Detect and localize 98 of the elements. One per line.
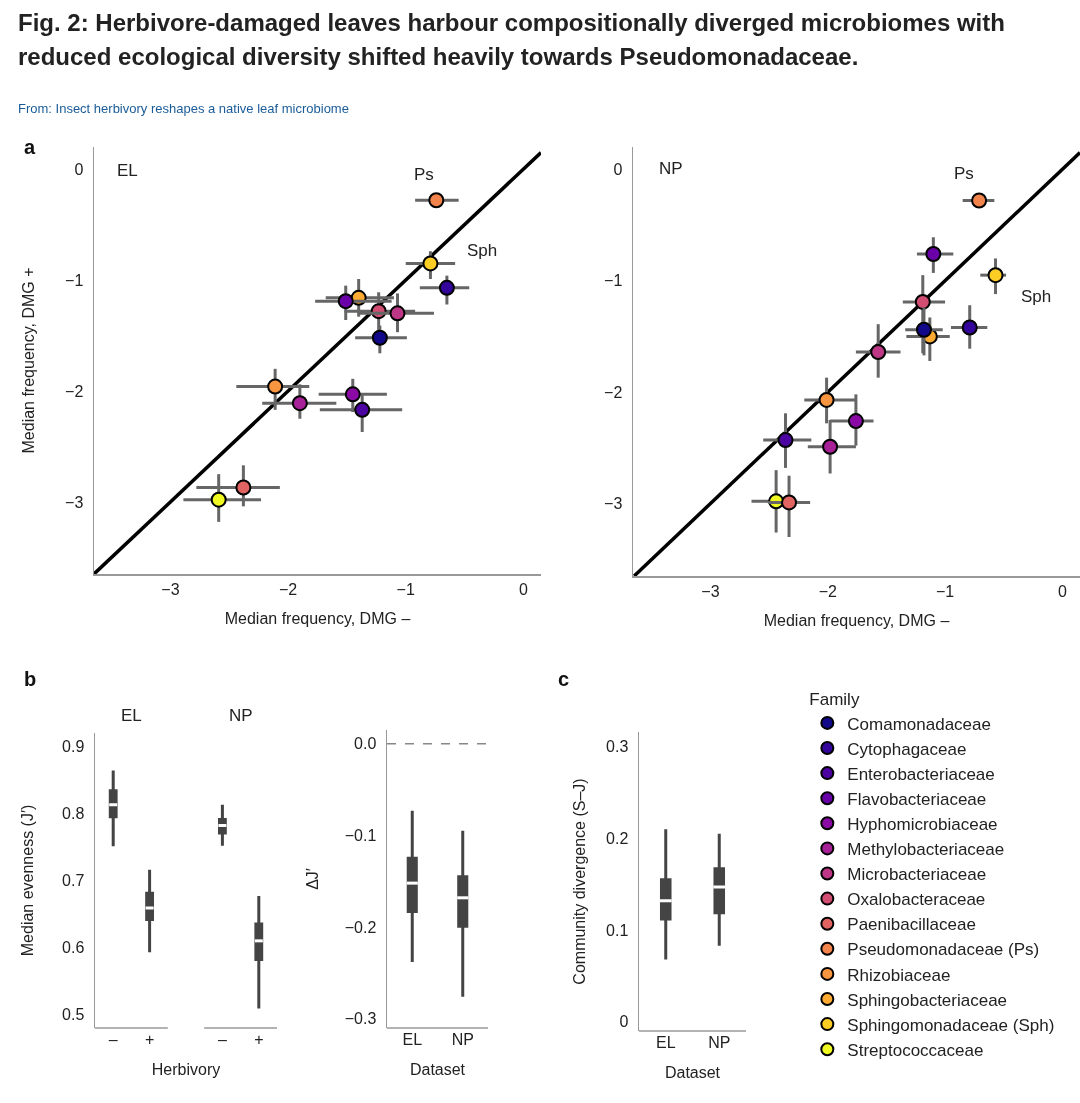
y-tick-label: −0.3 [344, 1010, 377, 1028]
x-tick-label: NP [451, 1031, 474, 1048]
y-tick-label: 0.8 [62, 805, 85, 823]
y-axis-title: Median frequency, DMG + [20, 267, 38, 454]
text: b [24, 668, 37, 691]
x-axis-title: Herbivory [151, 1060, 221, 1078]
point [818, 391, 835, 408]
point [344, 386, 361, 403]
point [870, 344, 887, 361]
legend-label: Oxalobacteraceae [847, 890, 986, 910]
x-tick-label: 0 [518, 580, 528, 598]
text: c [558, 668, 570, 691]
y-tick-label: −2 [604, 383, 623, 401]
legend-label: Streptococcaceae [847, 1040, 984, 1060]
y-tick-label: −3 [65, 493, 84, 511]
point [781, 494, 798, 511]
legend-label: Rhizobiaceae [847, 965, 951, 985]
point [210, 491, 227, 508]
y-tick-label: −0.1 [344, 827, 377, 845]
text: NP [229, 706, 253, 725]
y-tick-label: 0.2 [606, 829, 629, 847]
x-axis-title: Median frequency, DMG – [763, 612, 950, 630]
x-tick-label: 0 [1057, 582, 1067, 600]
x-tick-label: – [217, 1031, 227, 1048]
y-axis-title: ΔJ′ [303, 868, 321, 890]
x-tick-label: EL [655, 1034, 676, 1051]
x-axis-title: Median frequency, DMG – [224, 610, 411, 628]
point [971, 192, 988, 209]
y-tick-label: 0 [619, 1013, 629, 1031]
text: NP [659, 159, 683, 178]
x-tick-label: −1 [396, 580, 415, 598]
point [961, 319, 978, 336]
point [914, 293, 931, 310]
point [235, 479, 252, 496]
y-tick-label: 0 [74, 160, 84, 178]
x-tick-label: −2 [818, 582, 837, 600]
x-axis-title: Dataset [664, 1063, 721, 1081]
legend-title: Family [809, 690, 860, 710]
point [267, 378, 284, 395]
point [777, 432, 794, 449]
legend-label: Hyphomicrobiaceae [847, 814, 998, 834]
y-tick-label: −2 [65, 382, 84, 400]
x-tick-label: −2 [278, 580, 298, 598]
y-tick-label: 0.0 [354, 735, 377, 753]
y-tick-label: 0.9 [62, 738, 85, 756]
chart-title: Fig. 2: Herbivore-damaged leaves harbour compositionally diverged microbiomes with reduced ecological diversity shifted heavily towards Pseudomonadaceae. [18, 8, 1006, 72]
text: a [24, 136, 36, 159]
y-tick-label: 0 [613, 160, 623, 178]
x-tick-label: NP [708, 1034, 731, 1051]
annotation: Ps [414, 165, 434, 184]
point [822, 438, 839, 455]
legend-label: Microbacteriaceae [847, 865, 987, 885]
y-tick-label: 0.3 [606, 738, 629, 756]
x-axis-title: Dataset [409, 1060, 466, 1078]
text: From: Insect herbivory reshapes a native leaf microbiome [18, 101, 349, 116]
y-tick-label: 0.5 [62, 1006, 85, 1024]
legend-label: Sphingomonadaceae (Sph) [847, 1015, 1055, 1035]
point [925, 245, 942, 262]
y-tick-label: 0.1 [606, 921, 629, 939]
x-tick-label: −1 [935, 582, 955, 600]
annotation: Sph [467, 241, 498, 260]
point [371, 329, 388, 346]
point [422, 255, 439, 272]
point [428, 192, 445, 209]
legend-label: Comamonadaceae [847, 714, 991, 734]
point [438, 279, 455, 296]
x-tick-label: – [108, 1031, 118, 1048]
y-tick-label: 0.7 [62, 872, 85, 890]
point [987, 267, 1004, 284]
text: EL [117, 161, 138, 180]
legend-label: Paenibacillaceae [847, 915, 976, 935]
legend-label: Flavobacteriaceae [847, 789, 987, 809]
x-tick-label: + [254, 1031, 264, 1048]
point [337, 293, 354, 310]
x-tick-label: −3 [161, 580, 180, 598]
y-axis-title: Community divergence (S–J) [571, 778, 589, 985]
point [354, 401, 371, 418]
y-tick-label: −1 [604, 272, 623, 290]
point [847, 413, 864, 430]
text: EL [121, 706, 142, 725]
legend-label: Pseudomonadaceae (Ps) [847, 940, 1040, 960]
y-tick-label: 0.6 [62, 939, 85, 957]
y-tick-label: −0.2 [344, 918, 377, 936]
y-tick-label: −3 [604, 495, 623, 513]
point [389, 305, 406, 322]
legend-label: Cytophagaceae [847, 739, 967, 759]
point [915, 321, 932, 338]
y-axis-title: Median evenness (J′) [19, 804, 37, 957]
annotation: Ps [954, 164, 974, 183]
x-tick-label: + [144, 1031, 155, 1048]
legend-label: Methylobacteriaceae [847, 840, 1005, 860]
point [291, 395, 308, 412]
x-tick-label: EL [402, 1031, 423, 1048]
y-tick-label: −1 [65, 271, 84, 289]
legend-label: Sphingobacteriaceae [847, 990, 1008, 1010]
annotation: Sph [1021, 287, 1052, 306]
legend-label: Enterobacteriaceae [847, 764, 995, 784]
x-tick-label: −3 [701, 582, 720, 600]
